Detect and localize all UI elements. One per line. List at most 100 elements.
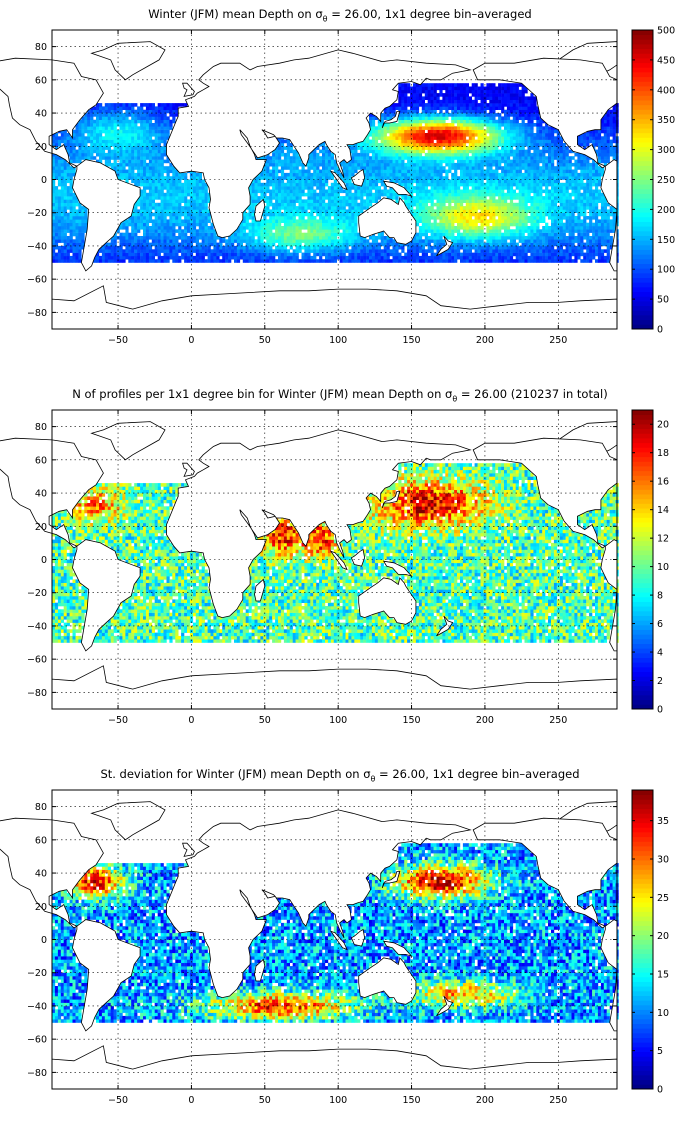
data-cell [374,242,379,247]
data-cell [57,236,62,240]
data-cell [272,172,276,177]
data-cell [327,212,332,217]
data-cell [148,106,153,110]
data-cell [266,169,270,174]
data-cell [489,119,493,124]
data-cell [260,192,264,197]
data-cell [354,236,358,240]
data-cell [178,242,182,247]
data-cell [99,123,103,127]
data-cell [157,216,161,220]
data-cell [345,249,349,253]
data-cell [427,159,431,164]
data-cell [439,93,443,97]
data-cell [460,116,464,120]
data-cell [492,136,496,140]
data-cell [460,239,464,243]
data-cell [75,152,79,157]
data-cell [57,199,62,203]
data-cell [418,239,423,243]
data-cell [460,226,464,230]
data-cell [345,226,349,230]
data-cell [313,222,317,227]
data-cell [380,172,384,177]
data-cell [407,126,411,130]
data-cell [421,202,425,207]
data-cell [280,206,285,210]
data-cell [424,206,428,210]
data-cell [439,232,443,237]
data-cell [81,143,85,147]
data-cell [154,229,158,233]
data-cell [468,113,472,117]
data-cell [204,245,208,250]
data-cell [454,239,458,243]
data-cell [154,182,158,187]
data-cell [201,249,205,253]
data-cell [280,179,285,184]
data-cell [251,209,255,213]
data-cell [151,143,155,147]
data-cell [360,159,364,164]
data-cell [172,172,176,177]
data-cell [401,162,405,167]
data-cell [468,126,472,130]
data-cell [286,192,290,197]
data-cell [445,116,449,120]
data-cell [366,169,370,174]
data-cell [125,176,129,180]
data-cell [283,156,288,160]
data-cell [424,259,428,263]
data-cell [480,126,484,130]
data-cell [63,162,67,167]
data-cell [295,239,299,243]
data-cell [442,182,446,187]
data-cell [178,249,182,253]
data-cell [389,172,393,177]
data-cell [189,189,194,194]
data-cell [386,196,390,200]
data-cell [345,239,349,243]
data-cell [116,106,120,110]
data-cell [480,232,484,237]
data-cell [236,252,241,257]
data-cell [269,179,273,184]
data-cell [99,113,103,117]
data-cell [480,83,484,87]
data-cell [468,206,472,210]
data-cell [377,259,381,263]
data-cell [360,149,364,154]
data-cell [278,249,282,253]
data-cell [483,156,487,160]
data-cell [75,212,79,217]
data-cell [298,232,302,237]
data-cell [257,239,261,243]
data-cell [280,186,285,190]
data-cell [160,103,164,107]
data-cell [468,216,472,220]
data-cell [392,172,396,177]
data-cell [413,186,417,190]
data-cell [60,129,64,134]
data-cell [195,212,199,217]
data-cell [442,119,446,124]
data-cell [430,159,434,164]
data-cell [489,232,493,237]
data-cell [398,179,402,184]
data-cell [78,245,82,250]
data-cell [116,252,120,257]
data-cell [275,206,279,210]
data-cell [184,216,188,220]
data-cell [354,209,358,213]
data-cell [380,129,384,134]
data-cell [122,123,126,127]
data-cell [371,255,376,260]
data-cell [63,189,67,194]
data-cell [145,136,150,140]
data-cell [415,146,420,150]
data-cell [181,222,185,227]
data-cell [166,206,170,210]
data-cell [154,123,158,127]
data-cell [69,239,73,243]
data-cell [392,149,396,154]
